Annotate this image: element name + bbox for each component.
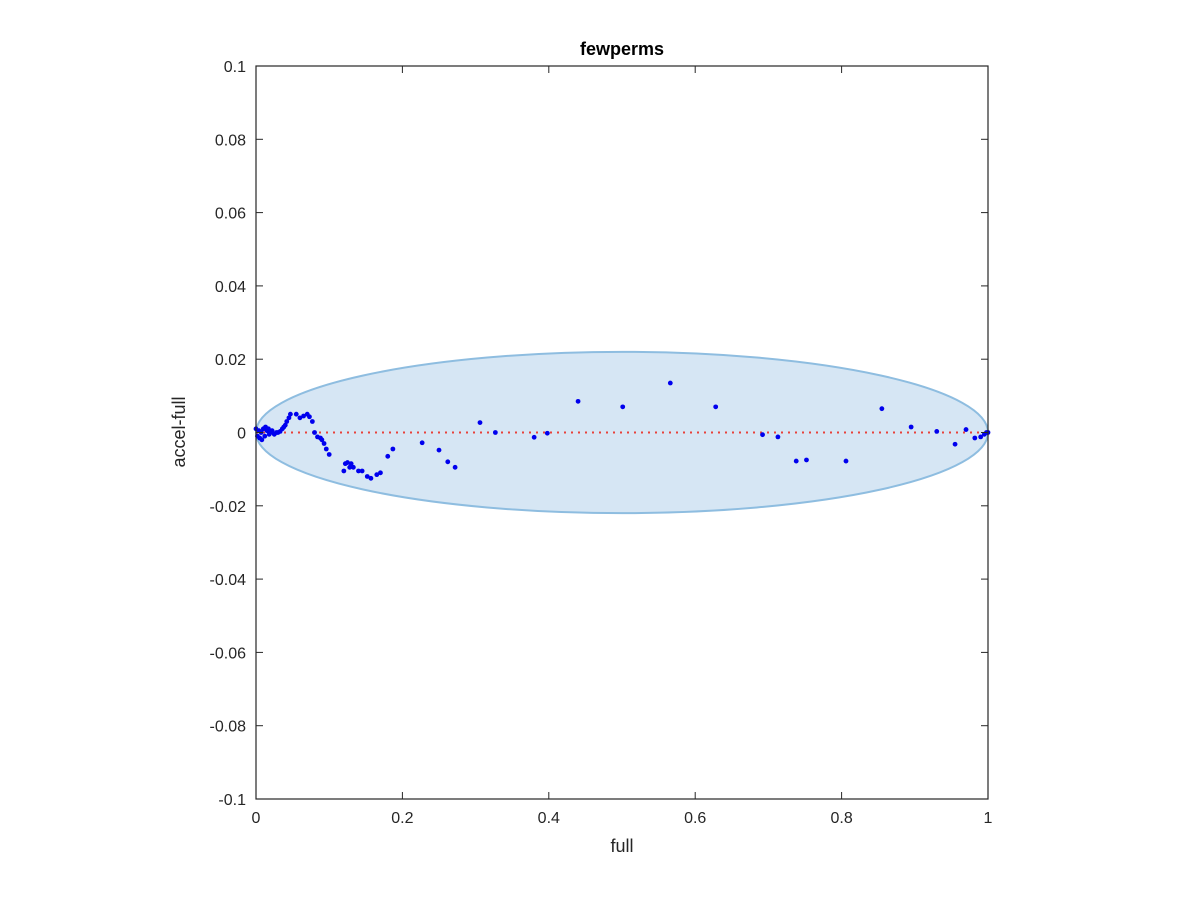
chart-title: fewperms	[580, 39, 664, 59]
data-point	[804, 457, 809, 463]
data-point	[282, 422, 288, 428]
data-point	[312, 430, 317, 435]
data-point	[269, 428, 275, 434]
y-axis-label: accel-full	[169, 396, 189, 467]
data-point	[368, 475, 374, 481]
data-point	[359, 468, 365, 474]
data-point	[364, 474, 370, 479]
x-tick-label: 0.2	[391, 810, 413, 827]
data-point	[297, 415, 303, 421]
data-point	[436, 447, 442, 453]
data-point	[293, 411, 299, 417]
data-point	[321, 441, 327, 446]
data-point	[284, 419, 290, 424]
data-point	[952, 441, 958, 447]
data-point	[713, 404, 719, 410]
y-tick-label: 0.08	[215, 132, 246, 149]
data-point	[419, 440, 425, 446]
y-tick-label: 0.1	[224, 59, 246, 76]
y-tick-label: 0.04	[215, 279, 246, 296]
x-tick-label: 1	[984, 810, 993, 827]
data-point	[775, 434, 781, 440]
data-point	[667, 380, 673, 386]
data-point	[345, 460, 350, 465]
data-point	[963, 427, 969, 432]
x-tick-label: 0.8	[830, 810, 852, 827]
data-point	[908, 424, 914, 430]
data-point	[288, 411, 293, 417]
data-point	[323, 446, 329, 452]
data-point	[266, 426, 271, 432]
y-tick-label: -0.08	[210, 719, 247, 736]
data-point	[843, 458, 849, 464]
data-point	[452, 464, 458, 470]
data-point	[348, 461, 354, 467]
data-point	[301, 413, 306, 419]
x-tick-label: 0.6	[684, 810, 706, 827]
data-point	[326, 452, 332, 457]
data-point	[286, 415, 292, 421]
y-tick-label: -0.04	[210, 572, 247, 589]
x-tick-label: 0	[252, 810, 261, 827]
data-point	[879, 406, 885, 412]
data-point	[978, 434, 984, 440]
data-point	[620, 404, 626, 410]
data-point	[934, 429, 940, 434]
data-point	[356, 468, 361, 474]
data-point	[390, 446, 396, 452]
y-tick-label: 0.06	[215, 206, 246, 223]
data-point	[972, 435, 978, 441]
data-point	[259, 437, 265, 443]
data-point	[378, 470, 383, 476]
data-point	[309, 419, 315, 424]
data-point	[347, 464, 353, 470]
data-point	[477, 420, 483, 426]
y-tick-label: 0.02	[215, 352, 246, 369]
y-tick-label: -0.1	[218, 792, 246, 809]
data-point	[445, 459, 451, 465]
data-point	[341, 468, 347, 474]
data-point	[544, 430, 550, 436]
x-tick-label: 0.4	[538, 810, 560, 827]
data-point	[492, 430, 498, 435]
y-tick-label: 0	[237, 426, 246, 443]
data-point	[374, 472, 380, 478]
data-point	[307, 414, 312, 420]
data-point	[262, 433, 268, 439]
data-point	[319, 437, 325, 443]
y-tick-label: -0.02	[210, 499, 247, 516]
y-tick-label: -0.06	[210, 645, 247, 662]
data-point	[760, 432, 765, 438]
data-point	[575, 398, 581, 404]
data-point	[385, 453, 391, 459]
data-point	[350, 464, 356, 470]
data-point	[531, 434, 537, 440]
data-point	[793, 458, 799, 464]
x-axis-label: full	[610, 836, 633, 856]
